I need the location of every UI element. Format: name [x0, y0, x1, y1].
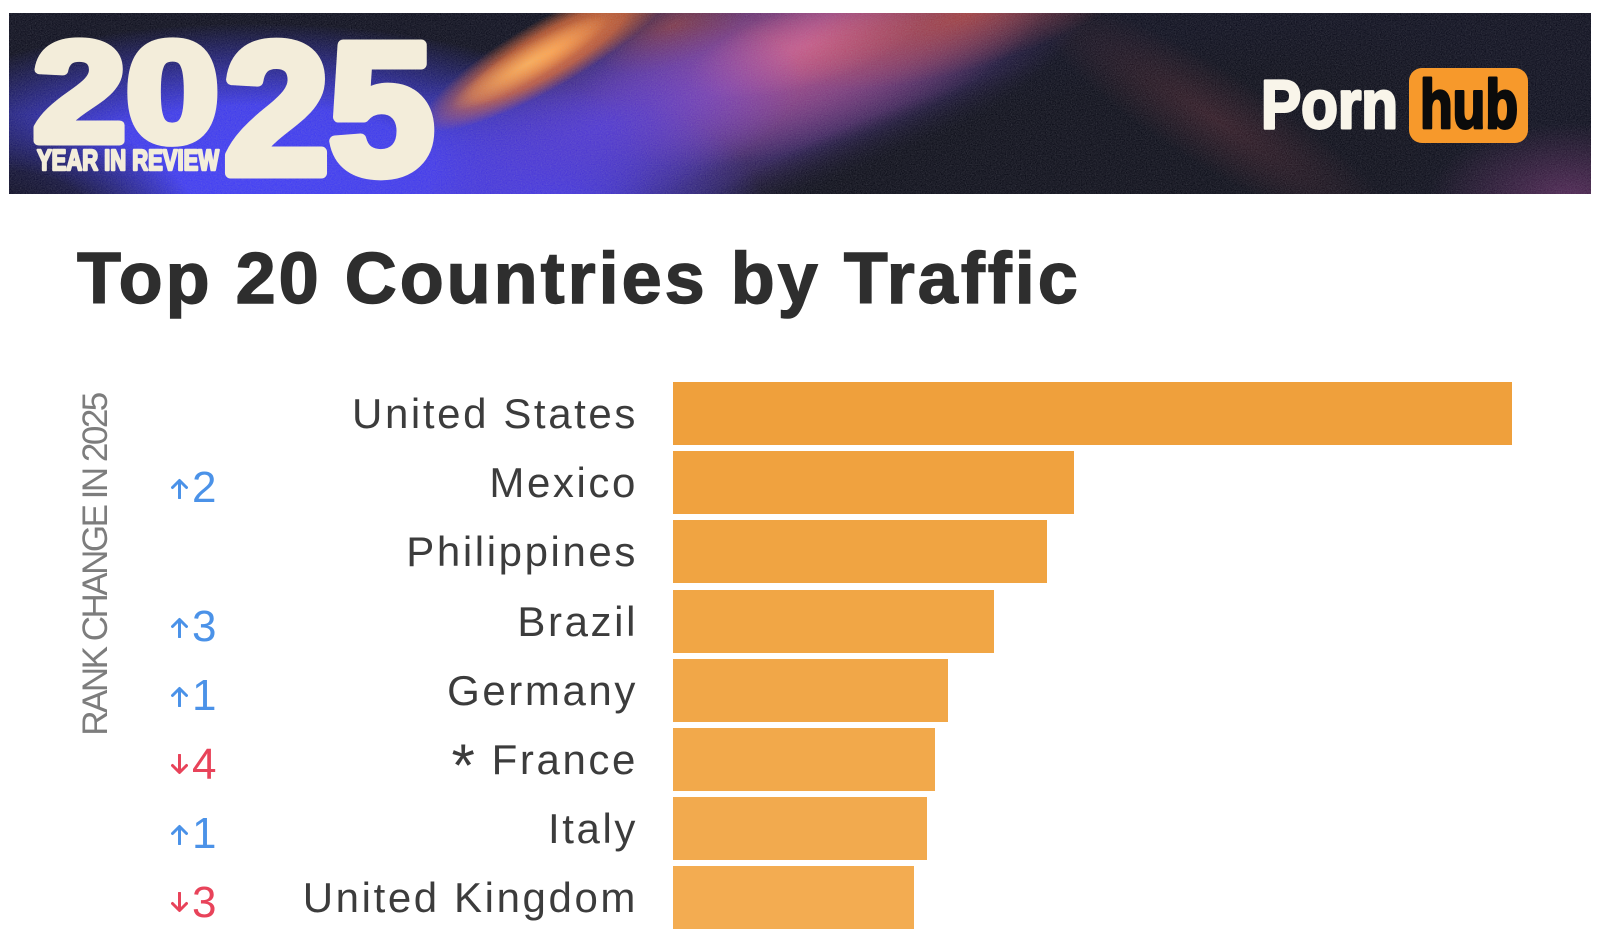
svg-text:20: 20 — [33, 13, 219, 172]
svg-text:25: 25 — [224, 13, 434, 194]
svg-text:Porn: Porn — [1261, 66, 1398, 143]
svg-text:hub: hub — [1420, 66, 1518, 143]
svg-text:YEAR IN REVIEW: YEAR IN REVIEW — [37, 145, 219, 177]
